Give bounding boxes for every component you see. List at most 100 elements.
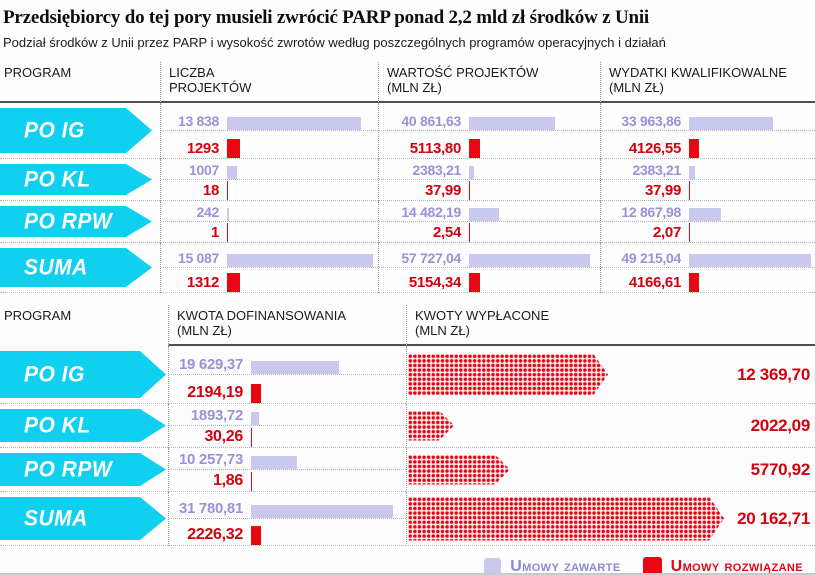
table-row-po-kl: PO KL 1893,72 30,26 2022,09 bbox=[0, 404, 815, 448]
table-row-suma: SUMA 15 087 1312 57 727,04 bbox=[0, 243, 815, 293]
value-zawarte: 13 838 bbox=[161, 113, 219, 130]
liczba-cell: 15 087 1312 bbox=[160, 243, 378, 293]
value-zawarte: 1007 bbox=[161, 162, 219, 179]
bar-rozwiazane bbox=[689, 181, 690, 200]
paid-amount-halftone-arrow-icon bbox=[408, 354, 608, 396]
value-zawarte: 15 087 bbox=[161, 250, 219, 267]
liczba-cell: 1007 18 bbox=[160, 159, 378, 201]
subrow-rozwiazane: 18 bbox=[161, 180, 378, 201]
paid-amount-value: 12 369,70 bbox=[737, 365, 810, 385]
col-header-line: KWOTA DOFINANSOWANIA bbox=[177, 308, 406, 323]
wartosc-cell: 57 727,04 5154,34 bbox=[378, 243, 600, 293]
legend-swatch-rozwiazane-icon bbox=[643, 557, 662, 575]
bar-rozwiazane bbox=[251, 384, 261, 403]
subrow-zawarte: 2383,21 bbox=[379, 159, 600, 180]
table2-header: PROGRAM KWOTA DOFINANSOWANIA (MLN ZŁ) KW… bbox=[0, 305, 815, 346]
program-arrow-icon: PO IG bbox=[0, 108, 152, 153]
subrow-rozwiazane: 1 bbox=[161, 222, 378, 243]
program-cell: PO RPW bbox=[0, 201, 160, 243]
value-rozwiazane: 2226,32 bbox=[169, 526, 243, 545]
legend-item-zawarte: Umowy zawarte bbox=[484, 558, 620, 575]
subrow-rozwiazane: 2194,19 bbox=[169, 375, 406, 404]
value-rozwiazane: 1312 bbox=[161, 274, 219, 292]
bar-zawarte bbox=[227, 254, 373, 267]
value-rozwiazane: 2194,19 bbox=[169, 384, 243, 403]
bar-rozwiazane bbox=[689, 223, 690, 242]
program-arrow-icon: PO RPW bbox=[0, 453, 166, 486]
subrow-rozwiazane: 5154,34 bbox=[379, 268, 600, 293]
bar-zawarte bbox=[689, 166, 695, 179]
value-zawarte: 2383,21 bbox=[379, 162, 461, 179]
col-header-line: LICZBA bbox=[169, 65, 378, 80]
kwota-cell: 10 257,73 1,86 bbox=[168, 448, 406, 492]
paid-amount-halftone-arrow-icon bbox=[408, 411, 454, 441]
wyplacone-cell: 12 369,70 bbox=[406, 346, 815, 404]
table-funding-paid: PROGRAM KWOTA DOFINANSOWANIA (MLN ZŁ) KW… bbox=[0, 305, 815, 546]
legend-label-zawarte: Umowy zawarte bbox=[510, 558, 620, 575]
subrow-zawarte: 40 861,63 bbox=[379, 103, 600, 131]
bar-zawarte bbox=[251, 412, 259, 425]
program-label: PO IG bbox=[0, 118, 85, 143]
bar-zawarte bbox=[469, 254, 590, 267]
bar-rozwiazane bbox=[469, 223, 470, 242]
paid-amount-halftone-arrow-icon bbox=[408, 455, 510, 485]
program-label: PO KL bbox=[0, 167, 91, 192]
wydatki-cell: 33 963,86 4126,55 bbox=[600, 103, 815, 159]
bar-zawarte bbox=[227, 208, 229, 221]
value-zawarte: 1893,72 bbox=[169, 407, 243, 425]
subrow-rozwiazane: 1,86 bbox=[169, 470, 406, 492]
bar-rozwiazane bbox=[227, 181, 228, 200]
subrow-zawarte: 31 780,81 bbox=[169, 492, 406, 519]
value-rozwiazane: 4126,55 bbox=[601, 140, 681, 158]
col-header-program: PROGRAM bbox=[0, 305, 168, 346]
value-zawarte: 12 867,98 bbox=[601, 204, 681, 221]
table1-header: PROGRAM LICZBA PROJEKTÓW WARTOŚĆ PROJEKT… bbox=[0, 62, 815, 103]
col-header-line: PROJEKTÓW bbox=[169, 80, 378, 95]
program-arrow-icon: PO IG bbox=[0, 351, 166, 398]
bar-zawarte bbox=[251, 456, 297, 469]
subrow-rozwiazane: 2226,32 bbox=[169, 519, 406, 546]
wartosc-cell: 40 861,63 5113,80 bbox=[378, 103, 600, 159]
value-rozwiazane: 1,86 bbox=[169, 472, 243, 491]
bar-zawarte bbox=[689, 208, 721, 221]
value-rozwiazane: 4166,61 bbox=[601, 274, 681, 292]
col-header-line: (MLN ZŁ) bbox=[415, 323, 815, 338]
wydatki-cell: 12 867,98 2,07 bbox=[600, 201, 815, 243]
value-zawarte: 31 780,81 bbox=[169, 500, 243, 518]
subrow-zawarte: 2383,21 bbox=[601, 159, 815, 180]
bar-rozwiazane bbox=[251, 428, 252, 447]
col-header-line: WYDATKI KWALIFIKOWALNE bbox=[609, 65, 815, 80]
program-label: PO RPW bbox=[0, 457, 112, 482]
value-rozwiazane: 2,07 bbox=[601, 224, 681, 242]
table-row-po-rpw: PO RPW 10 257,73 1,86 5770,92 bbox=[0, 448, 815, 492]
kwota-cell: 31 780,81 2226,32 bbox=[168, 492, 406, 546]
legend-item-rozwiazane: Umowy rozwiązane bbox=[643, 557, 803, 575]
subrow-zawarte: 57 727,04 bbox=[379, 243, 600, 268]
wyplacone-cell: 2022,09 bbox=[406, 404, 815, 448]
wyplacone-cell: 5770,92 bbox=[406, 448, 815, 492]
value-rozwiazane: 1293 bbox=[161, 140, 219, 158]
value-rozwiazane: 37,99 bbox=[379, 182, 461, 200]
table-row-po-kl: PO KL 1007 18 2383,21 37,99 bbox=[0, 159, 815, 201]
bar-zawarte bbox=[469, 208, 499, 221]
subrow-zawarte: 14 482,19 bbox=[379, 201, 600, 222]
bar-rozwiazane bbox=[227, 273, 240, 292]
program-cell: PO KL bbox=[0, 404, 168, 448]
subrow-zawarte: 12 867,98 bbox=[601, 201, 815, 222]
value-zawarte: 19 629,37 bbox=[169, 356, 243, 374]
value-rozwiazane: 5154,34 bbox=[379, 274, 461, 292]
subrow-zawarte: 15 087 bbox=[161, 243, 378, 268]
page-title: Przedsiębiorcy do tej pory musieli zwróc… bbox=[3, 7, 815, 29]
legend: Umowy zawarte Umowy rozwiązane bbox=[0, 557, 815, 575]
col-header-line: WARTOŚĆ PROJEKTÓW bbox=[387, 65, 600, 80]
bar-rozwiazane bbox=[689, 273, 699, 292]
subrow-rozwiazane: 5113,80 bbox=[379, 131, 600, 159]
table-row-po-ig: PO IG 13 838 1293 40 861,63 bbox=[0, 103, 815, 159]
program-label: PO RPW bbox=[0, 209, 112, 234]
col-header-wydatki: WYDATKI KWALIFIKOWALNE (MLN ZŁ) bbox=[600, 62, 815, 103]
col-header-kwota: KWOTA DOFINANSOWANIA (MLN ZŁ) bbox=[168, 305, 406, 346]
col-header-line: (MLN ZŁ) bbox=[609, 80, 815, 95]
subrow-rozwiazane: 1312 bbox=[161, 268, 378, 293]
wartosc-cell: 14 482,19 2,54 bbox=[378, 201, 600, 243]
